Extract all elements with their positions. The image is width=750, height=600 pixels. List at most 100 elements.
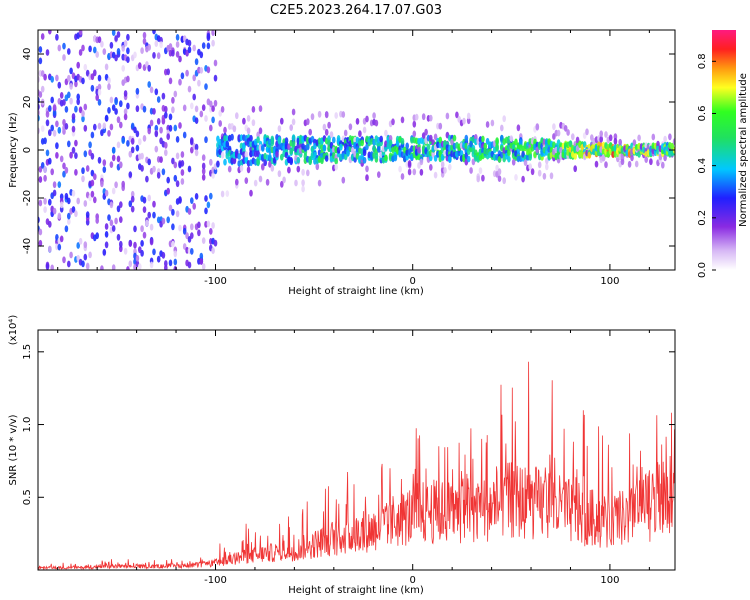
spectrogram-cell [360, 139, 365, 147]
spectrogram-cell [128, 200, 133, 208]
spectrogram-cell [206, 32, 211, 40]
spectrogram-cell [495, 137, 499, 145]
spectrogram-cell [88, 45, 92, 53]
colorbar-tick-label: 0.8 [697, 53, 708, 69]
spectrogram-cell [237, 153, 241, 160]
y-tick-label: 1.5 [22, 344, 33, 360]
colorbar: 0.0 0.2 0.4 0.6 0.8 Normalized spectral ampl… [697, 30, 749, 278]
spectrogram-cell [391, 118, 395, 126]
spectrogram-cell [128, 260, 133, 268]
spectrogram-cell [147, 127, 151, 135]
spectrogram-cell [147, 194, 151, 202]
spectrogram-cell [100, 40, 104, 48]
spectrogram-cell [130, 146, 135, 154]
spectrogram-cell [194, 105, 199, 113]
spectrogram-cell [388, 139, 393, 147]
spectrogram-cell [315, 163, 320, 171]
spectrogram-cell [130, 122, 135, 130]
spectrogram-cell [289, 124, 294, 131]
spectrogram-cell [497, 156, 502, 163]
spectrogram-cell [104, 223, 109, 230]
spectrogram-cell [187, 46, 192, 54]
spectrogram-cell [211, 222, 215, 229]
spectrogram-cell [81, 77, 85, 85]
spectrogram-cell [552, 123, 556, 131]
colorbar-tick-label: 0.6 [697, 106, 708, 122]
spectrogram-cell [246, 166, 251, 174]
spectrogram-cell [549, 172, 554, 180]
spectrogram-cell [220, 106, 225, 113]
spectrogram-cell [164, 111, 168, 119]
spectrogram-cell [433, 171, 438, 179]
spectrogram-cell [301, 185, 305, 193]
spectrogram-cell [232, 125, 237, 133]
spectrogram-cell [372, 112, 376, 119]
spectrogram-cell [644, 156, 648, 164]
spectrogram-cell [135, 254, 140, 262]
spectrogram-cell [209, 124, 213, 132]
spectrogram-cell [627, 160, 632, 168]
spectrogram-cell [216, 160, 220, 168]
spectrogram-panel: -100 0 100 -40 -20 0 20 40 Height of straight … [8, 29, 676, 297]
spectrogram-cell [64, 78, 69, 86]
spectrogram-cell [187, 39, 192, 47]
spectrogram-cell [93, 69, 97, 77]
spectrogram-cell [445, 112, 450, 120]
spectrogram-cell [111, 187, 116, 195]
spectrogram-cell [291, 134, 296, 142]
spectrogram-cell [107, 107, 111, 114]
spectrogram-cell [329, 131, 334, 139]
spectrogram-cell [116, 141, 121, 149]
spectrogram-cell [104, 189, 109, 197]
spectrogram-cell [85, 262, 90, 270]
spectrogram-cell [429, 114, 433, 122]
spectrogram-cell [227, 165, 232, 173]
spectrogram-cell [481, 135, 485, 143]
spectrogram-cell [48, 30, 52, 35]
spectrogram-cell [291, 108, 296, 116]
spectrogram-cell [67, 91, 71, 99]
spectrogram-cell [244, 177, 249, 185]
spectrogram-cell [156, 255, 161, 263]
spectrogram-cell [535, 123, 540, 131]
spectrogram-cell [78, 49, 83, 56]
spectrogram-cell [126, 56, 130, 63]
spectrogram-cell [594, 160, 599, 168]
spectrogram-cell [133, 126, 137, 134]
spectrogram-cell [156, 118, 161, 125]
spectrogram-cell [395, 140, 400, 148]
spectrogram-cell [83, 253, 88, 261]
spectrogram-cell [284, 137, 289, 145]
spectrogram-cell [55, 120, 59, 128]
spectrogram-cell [393, 154, 398, 162]
spectrogram-cell [190, 248, 194, 255]
spectrogram-cell [668, 133, 672, 141]
spectrogram-cell [251, 106, 256, 113]
spectrogram-cell [83, 63, 88, 71]
spectrogram-cell [192, 93, 196, 101]
spectrogram-cell [360, 153, 365, 161]
spectrogram-cell [211, 247, 215, 255]
spectrogram-cell [64, 166, 69, 174]
spectrogram-cell [57, 212, 62, 220]
spectrogram-cell [194, 193, 199, 200]
spectrogram-cell [62, 99, 66, 106]
spectrogram-cell [67, 74, 71, 82]
spectrogram-cell [104, 114, 109, 122]
spectrogram-cell [76, 61, 80, 69]
snr-series [38, 361, 675, 570]
spectrogram-cell [173, 250, 178, 258]
spectrogram-cell [100, 180, 104, 188]
spectrogram-cell [133, 51, 137, 59]
spectrogram-cell [400, 116, 405, 124]
spectrogram-cell [57, 81, 62, 89]
spectrogram-cell [256, 158, 260, 166]
spectrogram-cell [57, 181, 62, 189]
spectrogram-cell [632, 139, 637, 147]
spectrogram-cell [114, 217, 118, 225]
spectrogram-cell [38, 46, 43, 53]
spectrogram-cell [133, 241, 137, 249]
spectrogram-cell [52, 189, 57, 197]
spectrogram-cell [613, 137, 618, 145]
spectrogram-cell [634, 160, 639, 168]
